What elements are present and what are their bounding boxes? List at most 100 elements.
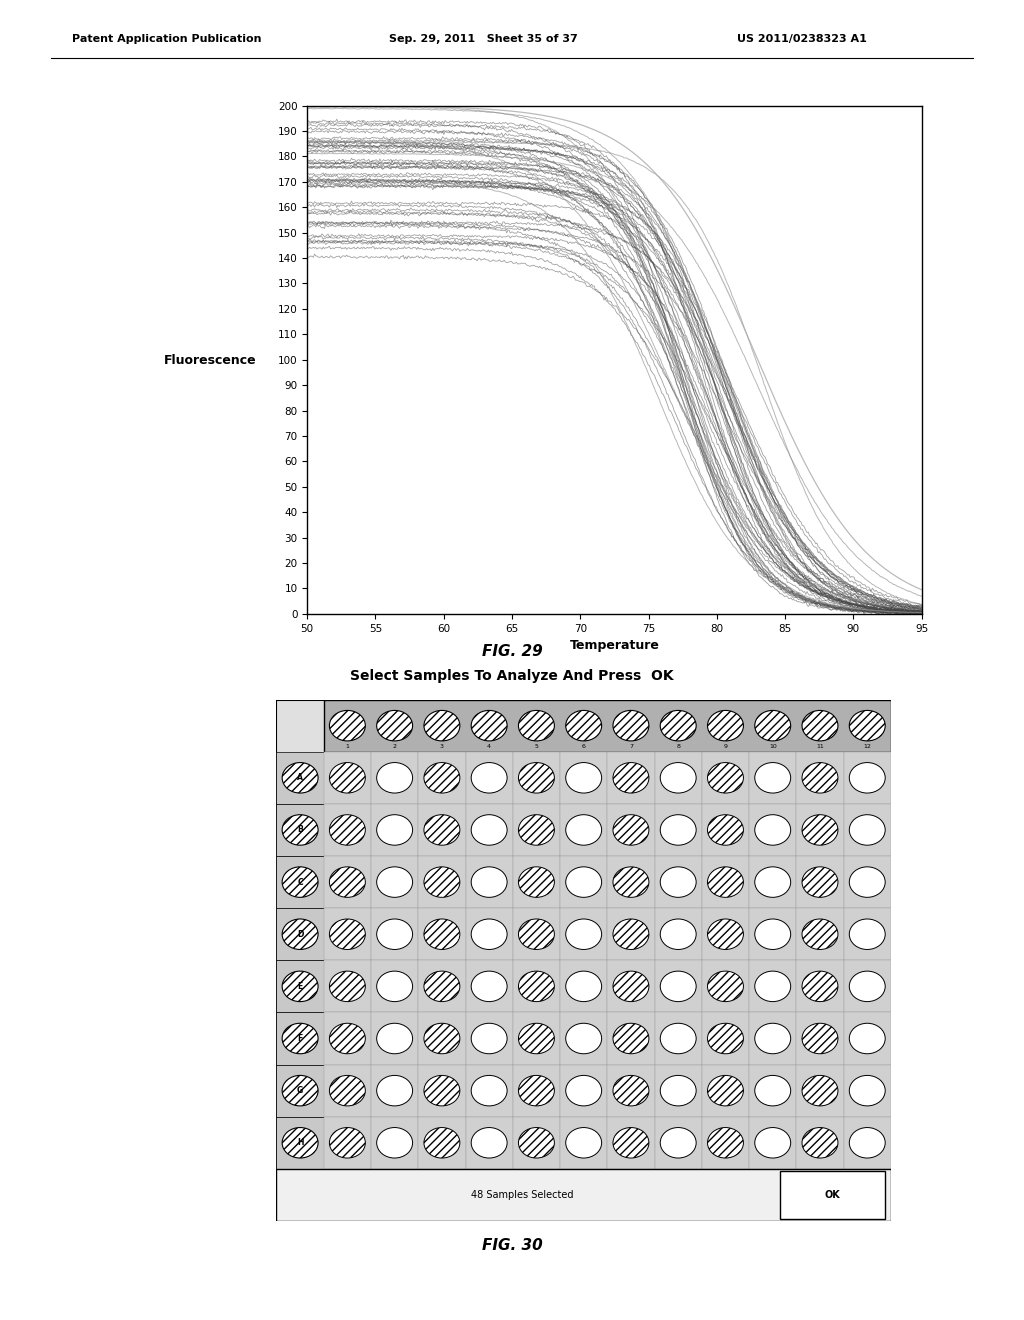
Text: INVERT: INVERT [285,774,315,783]
Text: 4: 4 [487,743,492,748]
FancyBboxPatch shape [560,751,607,804]
FancyBboxPatch shape [513,1064,560,1117]
FancyBboxPatch shape [797,804,844,855]
FancyBboxPatch shape [844,908,891,961]
Circle shape [849,814,885,845]
FancyBboxPatch shape [371,855,418,908]
Circle shape [518,1127,554,1158]
FancyBboxPatch shape [418,1064,466,1117]
Circle shape [283,972,318,1002]
Text: 3: 3 [440,743,443,748]
Circle shape [565,814,602,845]
FancyBboxPatch shape [276,908,324,961]
Circle shape [471,972,507,1002]
FancyBboxPatch shape [280,754,321,801]
FancyBboxPatch shape [276,700,891,1221]
FancyBboxPatch shape [513,961,560,1012]
Circle shape [424,1076,460,1106]
Circle shape [518,867,554,898]
FancyBboxPatch shape [607,961,654,1012]
Circle shape [518,1076,554,1106]
FancyBboxPatch shape [607,751,654,804]
FancyBboxPatch shape [371,961,418,1012]
Circle shape [660,867,696,898]
FancyBboxPatch shape [654,908,701,961]
Circle shape [849,919,885,949]
FancyBboxPatch shape [750,1012,797,1064]
FancyBboxPatch shape [324,751,371,804]
Text: Sep. 29, 2011   Sheet 35 of 37: Sep. 29, 2011 Sheet 35 of 37 [389,34,578,45]
Circle shape [283,1023,318,1053]
FancyBboxPatch shape [513,804,560,855]
Circle shape [708,1127,743,1158]
Circle shape [802,972,838,1002]
Circle shape [283,1127,318,1158]
Circle shape [424,1023,460,1053]
Circle shape [471,1076,507,1106]
Text: E: E [298,982,303,991]
Text: US 2011/0238323 A1: US 2011/0238323 A1 [737,34,867,45]
Circle shape [377,1076,413,1106]
FancyBboxPatch shape [418,908,466,961]
Circle shape [377,1127,413,1158]
Circle shape [330,710,366,741]
Circle shape [613,763,649,793]
FancyBboxPatch shape [797,908,844,961]
FancyBboxPatch shape [513,908,560,961]
FancyBboxPatch shape [560,1012,607,1064]
FancyBboxPatch shape [797,751,844,804]
Circle shape [377,763,413,793]
FancyBboxPatch shape [780,1171,885,1218]
Circle shape [283,814,318,845]
FancyBboxPatch shape [276,961,324,1012]
FancyBboxPatch shape [276,1012,324,1064]
Circle shape [849,1076,885,1106]
Circle shape [471,1023,507,1053]
FancyBboxPatch shape [844,804,891,855]
Circle shape [424,763,460,793]
FancyBboxPatch shape [607,1012,654,1064]
FancyBboxPatch shape [654,855,701,908]
Text: D: D [297,929,303,939]
Text: 10: 10 [769,743,776,748]
FancyBboxPatch shape [560,1064,607,1117]
Circle shape [518,919,554,949]
Circle shape [613,1076,649,1106]
FancyBboxPatch shape [797,1012,844,1064]
Circle shape [755,1076,791,1106]
Circle shape [518,814,554,845]
FancyBboxPatch shape [513,751,560,804]
FancyBboxPatch shape [276,1117,324,1170]
FancyBboxPatch shape [560,1117,607,1170]
FancyBboxPatch shape [324,1117,371,1170]
Circle shape [377,814,413,845]
Text: 48 Samples Selected: 48 Samples Selected [471,1189,573,1200]
Circle shape [518,1023,554,1053]
Circle shape [565,763,602,793]
Circle shape [849,1023,885,1053]
FancyBboxPatch shape [844,751,891,804]
Circle shape [330,1023,366,1053]
Circle shape [283,763,318,793]
Circle shape [565,710,602,741]
FancyBboxPatch shape [466,1117,513,1170]
FancyBboxPatch shape [750,855,797,908]
Circle shape [802,1023,838,1053]
FancyBboxPatch shape [513,855,560,908]
FancyBboxPatch shape [418,804,466,855]
Text: 8: 8 [676,743,680,748]
FancyBboxPatch shape [466,804,513,855]
Circle shape [283,919,318,949]
FancyBboxPatch shape [324,855,371,908]
Circle shape [660,1076,696,1106]
Circle shape [518,972,554,1002]
Circle shape [755,710,791,741]
Circle shape [330,763,366,793]
Text: 5: 5 [535,743,539,748]
Circle shape [424,1127,460,1158]
FancyBboxPatch shape [324,1064,371,1117]
Circle shape [660,972,696,1002]
Circle shape [708,867,743,898]
Circle shape [424,972,460,1002]
Circle shape [377,710,413,741]
